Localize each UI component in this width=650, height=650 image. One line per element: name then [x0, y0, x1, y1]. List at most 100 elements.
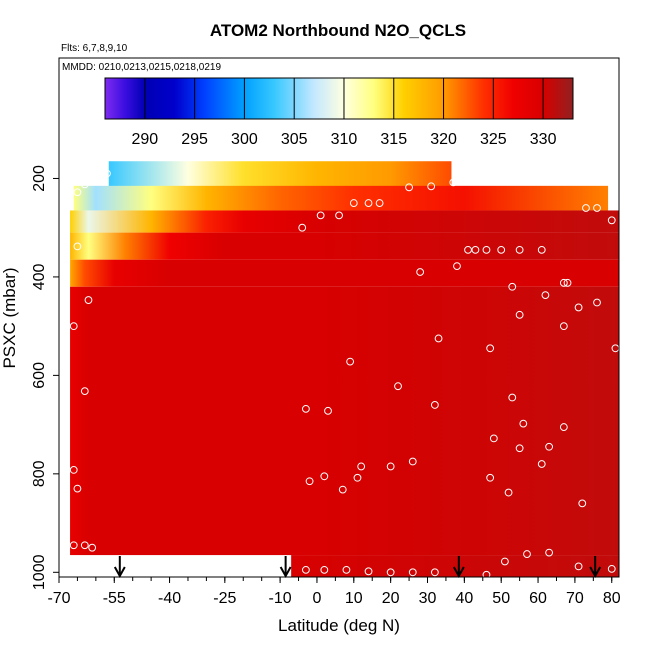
colorbar-ramp	[104, 77, 574, 120]
x-tick-label: -55	[103, 590, 126, 607]
x-tick-label: -70	[47, 590, 70, 607]
sample-point	[482, 245, 491, 254]
sample-point	[607, 216, 616, 225]
sample-point	[364, 567, 373, 576]
n2o-band	[73, 185, 609, 211]
sample-point	[88, 173, 97, 182]
sample-point	[515, 444, 524, 453]
colorbar-tick-label: 305	[281, 131, 308, 148]
arrow-head	[113, 566, 126, 579]
x-axis-label: Latitude (deg N)	[278, 616, 400, 635]
sample-point	[408, 568, 417, 577]
sample-point	[73, 188, 82, 197]
sample-point	[500, 557, 509, 566]
sample-point	[471, 245, 480, 254]
sample-point	[324, 406, 332, 415]
sample-point	[559, 322, 568, 331]
sample-point	[338, 485, 347, 494]
sample-point	[349, 199, 358, 207]
sample-point	[593, 298, 601, 307]
sample-point	[73, 484, 82, 493]
sample-point	[430, 401, 439, 409]
n2o-band	[70, 259, 620, 287]
sample-point	[335, 211, 343, 220]
sample-point	[342, 565, 351, 574]
sample-point	[353, 473, 362, 482]
sample-point	[486, 344, 495, 353]
sample-point	[434, 334, 443, 343]
sample-point	[430, 568, 439, 577]
x-tick-label: 20	[382, 590, 400, 607]
sample-point	[84, 296, 93, 304]
sample-point	[73, 242, 82, 251]
colorbar: 290 295 300 305 310 315 320 325 330	[104, 77, 574, 148]
sample-point	[486, 473, 495, 482]
sample-point	[305, 477, 314, 486]
sample-point	[320, 565, 329, 574]
sample-point	[95, 169, 104, 178]
sample-point	[497, 245, 506, 254]
sample-point	[386, 568, 395, 577]
colorbar-tick-label: 310	[331, 131, 358, 148]
arrow-head	[589, 566, 602, 579]
sample-point	[515, 310, 524, 319]
flight-markers	[113, 556, 602, 579]
sample-point	[298, 223, 307, 232]
colorbar-tick-label: 330	[530, 131, 557, 148]
sample-point	[69, 322, 78, 331]
sample-point	[427, 182, 436, 191]
sample-point	[416, 268, 425, 276]
sample-point	[545, 548, 554, 557]
dates-label: MMDD: 0210,0213,0215,0218,0219	[62, 62, 221, 73]
sample-point	[582, 204, 590, 212]
y-tick-label: 200	[31, 165, 48, 192]
y-axis-label: PSXC (mbar)	[0, 267, 19, 368]
n2o-band	[70, 232, 620, 260]
x-tick-label: 30	[419, 590, 437, 607]
sample-point	[453, 262, 461, 270]
flights-label: Flts: 6,7,8,9,10	[61, 43, 128, 54]
colorbar-tick-label: 315	[380, 131, 407, 148]
sample-point	[523, 550, 531, 558]
sample-point	[80, 541, 89, 550]
sample-point	[578, 499, 587, 508]
sample-point	[574, 303, 583, 312]
arrow-head	[279, 566, 292, 579]
n2o-band	[70, 286, 620, 556]
colorbar-tick-label: 290	[131, 131, 158, 148]
sample-point	[301, 404, 310, 413]
sample-point	[80, 387, 89, 396]
x-tick-label: 40	[455, 590, 473, 607]
sample-point	[482, 570, 491, 579]
sample-point	[519, 419, 528, 428]
sample-point	[346, 357, 355, 366]
x-axis: -70 -55 -40 -25 -10 0 10 20 30 40 50 60 70 80	[47, 577, 621, 607]
sample-point	[301, 565, 310, 574]
y-tick-label: 800	[31, 460, 48, 487]
n2o-band	[70, 210, 620, 233]
chart-title: ATOM2 Northbound N2O_QCLS	[210, 21, 466, 40]
sample-point	[508, 282, 517, 291]
n2o-band	[108, 161, 452, 189]
y-tick-label: 400	[31, 263, 48, 290]
n2o-field	[70, 161, 620, 577]
sample-point	[593, 204, 601, 212]
sample-point	[386, 462, 395, 471]
x-tick-label: 50	[492, 590, 510, 607]
sample-point	[316, 211, 325, 220]
sample-point	[464, 245, 472, 254]
n2o-band	[291, 555, 619, 577]
y-tick-label: 600	[31, 362, 48, 389]
sample-point	[364, 199, 373, 207]
x-tick-label: 10	[345, 590, 363, 607]
plot-frame	[58, 57, 620, 578]
sample-point	[537, 245, 546, 254]
sample-point	[69, 466, 78, 474]
y-axis: 200 400 600 800 1000	[31, 165, 59, 590]
sample-point	[541, 291, 550, 300]
sample-point	[607, 564, 616, 573]
colorbar-tick-label: 325	[480, 131, 507, 148]
sample-point	[515, 245, 524, 254]
sample-point	[508, 393, 517, 402]
